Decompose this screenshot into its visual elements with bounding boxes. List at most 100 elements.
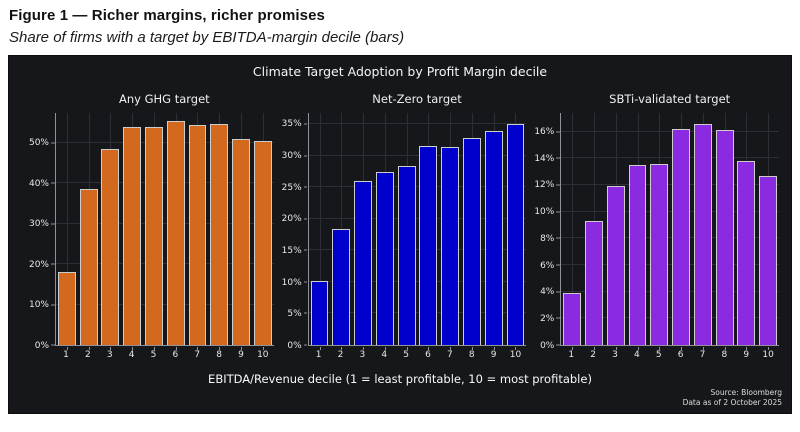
- y-tick-mark: [556, 211, 560, 213]
- bar-net-zero-target-decile-2: [332, 229, 351, 345]
- y-tick-label: 15%: [281, 246, 302, 257]
- x-tick-mark: [66, 346, 68, 350]
- h-gridline: [56, 182, 274, 184]
- y-tick-mark: [556, 317, 560, 319]
- x-tick-mark: [515, 346, 517, 350]
- bar-net-zero-target-decile-7: [441, 147, 460, 345]
- y-tick-mark: [51, 223, 55, 225]
- x-tick-mark: [197, 346, 199, 350]
- bar-sbti-validated-target-decile-8: [715, 130, 734, 345]
- y-tick-label: 30%: [28, 219, 49, 230]
- bar-net-zero-target-decile-6: [419, 145, 438, 345]
- x-tick-mark: [724, 346, 726, 350]
- x-tick-mark: [428, 346, 430, 350]
- y-tick-mark: [51, 142, 55, 144]
- x-tick-label: 6: [425, 350, 431, 360]
- x-tick-label: 1: [63, 350, 69, 360]
- x-tick-label: 6: [677, 350, 684, 360]
- y-tick-mark: [303, 344, 308, 346]
- bar-any-ghg-target-decile-10: [253, 141, 272, 345]
- h-gridline: [561, 264, 780, 265]
- v-gridline: [66, 113, 68, 345]
- bar-any-ghg-target-decile-6: [166, 121, 185, 345]
- x-tick-mark: [593, 346, 595, 350]
- x-tick-mark: [262, 346, 264, 350]
- h-gridline: [308, 217, 527, 219]
- x-tick-mark: [471, 346, 473, 350]
- y-tick-mark: [556, 157, 560, 159]
- bar-sbti-validated-target-decile-10: [759, 175, 778, 345]
- y-tick-mark: [303, 123, 308, 125]
- h-gridline: [308, 154, 527, 156]
- y-tick-label: 10%: [281, 277, 302, 288]
- bar-sbti-validated-target-decile-2: [585, 221, 603, 345]
- y-axis-sbti-validated-target: 0% 2% 4% 6% 8% 10% 12% 14% 16%: [526, 113, 560, 351]
- chart-title: Climate Target Adoption by Profit Margin…: [252, 64, 548, 79]
- source-line-1: Source: Bloomberg: [710, 387, 782, 397]
- x-tick-label: 9: [743, 350, 750, 360]
- source-line-2: Data as of 2 October 2025: [682, 397, 782, 407]
- y-tick-mark: [303, 281, 308, 283]
- y-tick-label: 4%: [540, 287, 555, 298]
- x-tick-mark: [341, 346, 343, 350]
- x-tick-mark: [384, 346, 386, 350]
- x-tick-label: 10: [257, 350, 269, 360]
- x-tick-label: 4: [381, 350, 388, 360]
- bar-sbti-validated-target-decile-7: [693, 123, 712, 345]
- h-gridline: [308, 280, 527, 282]
- h-gridline: [561, 290, 780, 292]
- x-tick-label: 2: [590, 350, 597, 360]
- x-tick-mark: [153, 346, 155, 350]
- x-tick-label: 7: [194, 350, 201, 360]
- y-tick-label: 10%: [534, 207, 555, 218]
- bar-sbti-validated-target-decile-9: [737, 161, 756, 345]
- h-gridline: [56, 222, 274, 224]
- x-tick-mark: [681, 346, 683, 350]
- h-gridline: [561, 184, 780, 185]
- y-axis-net-zero-target: 0% 5% 10% 15% 20% 25% 30% 35%: [274, 113, 308, 351]
- bar-any-ghg-target-decile-7: [188, 124, 207, 345]
- x-tick-mark: [110, 346, 112, 350]
- bar-net-zero-target-decile-5: [397, 165, 416, 345]
- chart-figure: Climate Target Adoption by Profit Margin…: [8, 55, 792, 414]
- bar-sbti-validated-target-decile-4: [628, 165, 647, 345]
- x-tick-label: 10: [509, 350, 522, 360]
- x-tick-label: 8: [216, 350, 222, 360]
- x-tick-label: 3: [106, 350, 113, 360]
- x-axis-sbti-validated-target: 1 2 3 4 5 6 7 8 9 10: [560, 350, 779, 360]
- figure-caption-title: Figure 1 — Richer margins, richer promis…: [9, 7, 325, 24]
- bar-any-ghg-target-decile-2: [79, 189, 98, 345]
- h-gridline: [561, 210, 780, 212]
- x-tick-label: 5: [150, 350, 157, 360]
- bar-any-ghg-target-decile-1: [57, 272, 76, 345]
- x-tick-mark: [746, 346, 748, 350]
- h-gridline: [56, 263, 274, 265]
- bar-any-ghg-target-decile-3: [101, 148, 120, 345]
- h-gridline: [561, 157, 780, 159]
- x-tick-label: 1: [568, 350, 575, 360]
- h-gridline: [561, 317, 780, 319]
- y-tick-label: 8%: [540, 233, 555, 244]
- x-tick-mark: [702, 346, 704, 350]
- h-gridline: [308, 186, 527, 188]
- x-tick-label: 5: [403, 350, 409, 360]
- y-tick-label: 5%: [287, 309, 302, 320]
- h-gridline: [56, 141, 274, 143]
- bar-sbti-validated-target-decile-3: [606, 186, 625, 345]
- bar-sbti-validated-target-decile-6: [672, 129, 690, 345]
- x-tick-mark: [319, 346, 321, 350]
- y-tick-mark: [51, 263, 55, 265]
- h-gridline: [308, 312, 527, 314]
- x-tick-label: 10: [762, 350, 774, 360]
- y-tick-label: 12%: [534, 180, 555, 191]
- y-tick-label: 0%: [34, 341, 49, 351]
- y-tick-mark: [51, 304, 55, 306]
- y-tick-label: 25%: [281, 182, 302, 193]
- h-gridline: [56, 303, 274, 305]
- x-tick-mark: [88, 346, 90, 350]
- x-tick-mark: [637, 346, 639, 350]
- y-tick-label: 35%: [281, 119, 302, 130]
- h-gridline: [561, 237, 780, 239]
- x-tick-label: 2: [84, 350, 91, 360]
- x-tick-mark: [406, 346, 408, 350]
